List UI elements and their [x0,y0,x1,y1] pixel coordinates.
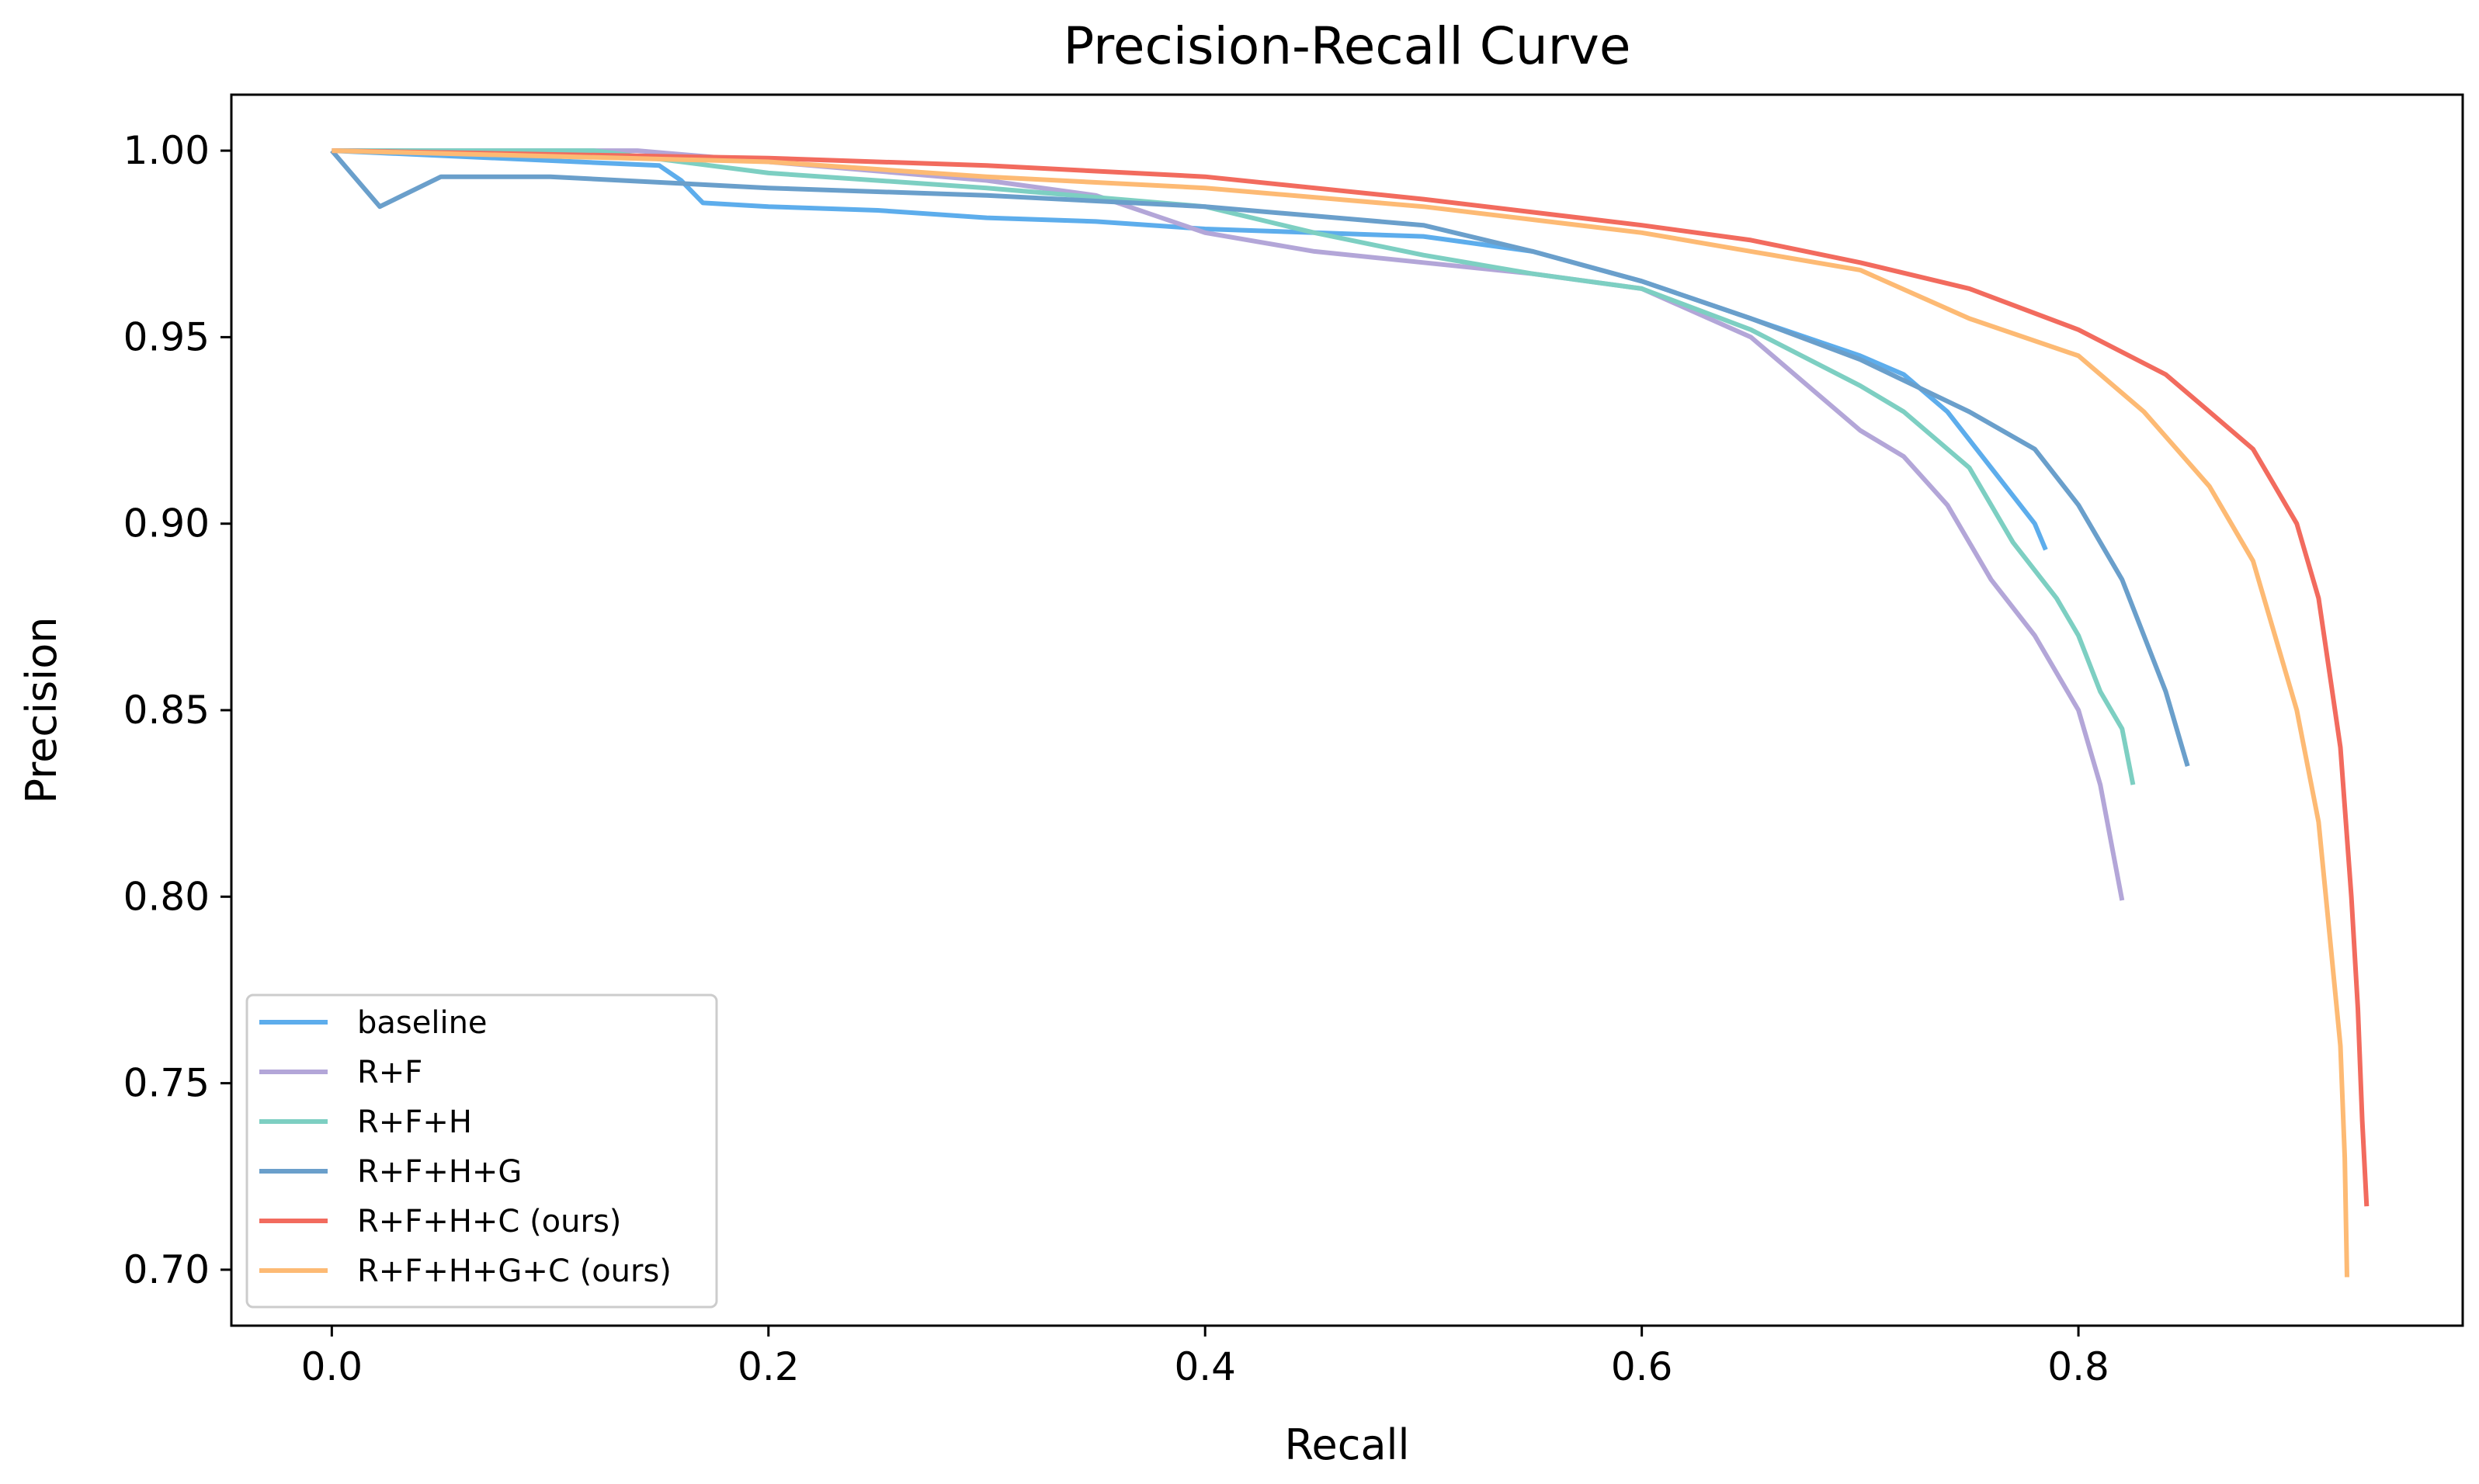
legend-frame [245,993,718,1309]
x-tick-label: 0.2 [738,1344,800,1389]
x-axis-ticks: 0.0 0.2 0.4 0.6 0.8 [301,1326,2109,1389]
x-tick-label: 0.6 [1611,1344,1673,1389]
series-line-6 [332,148,2349,1278]
x-tick-label: 0.8 [2047,1344,2109,1389]
series-line-3 [332,148,2136,785]
legend-label: R+F+H+G [357,1154,522,1190]
series-line-4 [330,149,2190,767]
y-tick-label: 0.95 [123,314,210,359]
y-tick-label: 0.85 [123,688,210,733]
legend-label: R+F+H+C (ours) [357,1204,621,1240]
legend-label: baseline [357,1005,488,1041]
y-axis-label: Precision [17,617,66,804]
y-tick-label: 0.90 [123,501,210,546]
y-tick-label: 0.75 [123,1061,210,1106]
y-axis-ticks: 0.70 0.75 0.80 0.85 0.90 0.95 1.00 [123,128,231,1292]
x-tick-label: 0.0 [301,1344,363,1389]
x-axis-label: Recall [1284,1420,1409,1469]
legend-label: R+F+H+G+C (ours) [357,1253,672,1289]
legend-label: R+F [357,1055,422,1090]
series-line-2 [332,148,2125,901]
series-line-1 [332,148,2048,551]
legend: baseline R+F R+F+H R+F+H+G R+F+H+C (ours) R+F… [245,993,718,1309]
series-layer [330,148,2370,1278]
legend-items: baseline R+F R+F+H R+F+H+G R+F+H+C (ours) R+F… [259,1005,672,1289]
x-tick-label: 0.4 [1174,1344,1236,1389]
y-tick-label: 0.80 [123,874,210,919]
legend-label: R+F+H [357,1104,472,1140]
y-tick-label: 0.70 [123,1247,210,1292]
y-tick-label: 1.00 [123,128,210,173]
chart-title: Precision-Recall Curve [1064,16,1631,76]
series-line-5 [332,148,2370,1207]
